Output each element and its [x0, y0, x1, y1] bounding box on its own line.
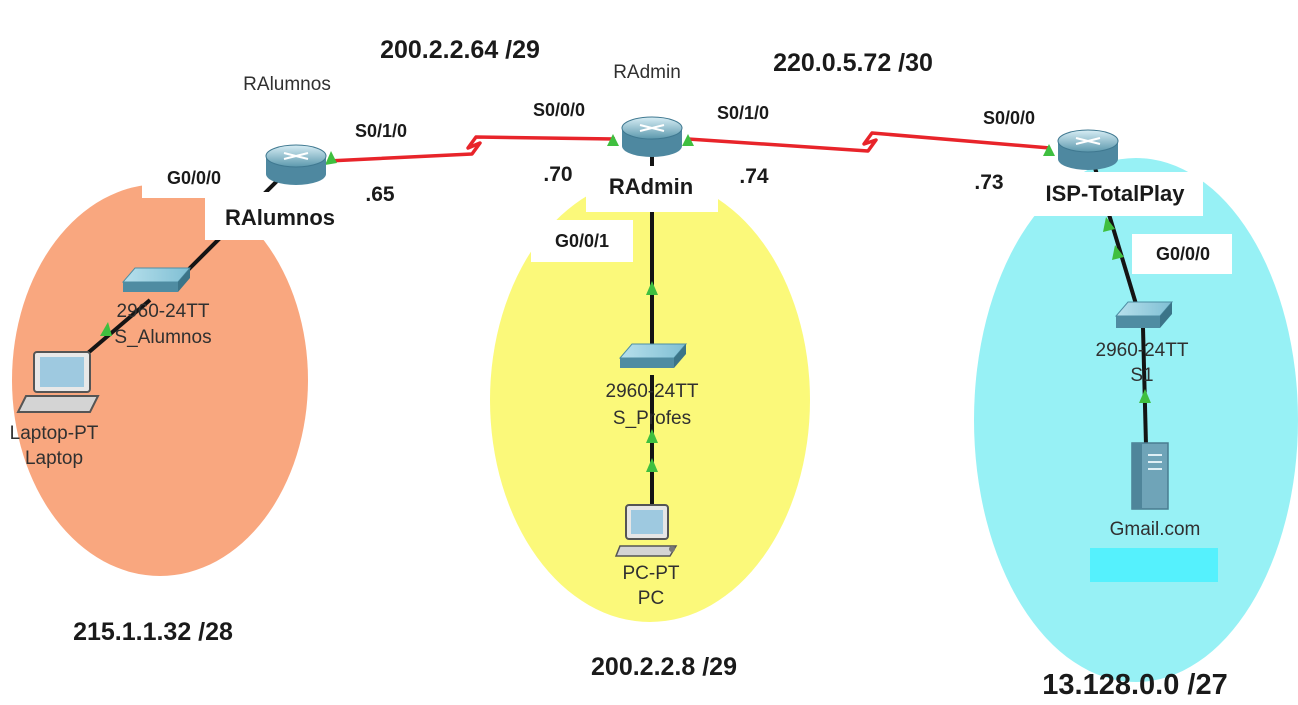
ralumnos-caption: RAlumnos [225, 205, 335, 230]
pc-device[interactable] [614, 504, 678, 557]
serial-link-radmin-isp[interactable] [687, 131, 1051, 153]
port-indicator [1139, 389, 1151, 403]
switch-icon [1114, 301, 1174, 328]
port-indicator [646, 429, 658, 443]
port-indicator [1103, 217, 1115, 232]
label-box [1132, 234, 1232, 274]
pc-name: PC [638, 588, 664, 609]
switch-s-alumnos[interactable] [121, 267, 192, 292]
s-profes-name: S_Profes [613, 408, 691, 429]
isp-ip: .73 [974, 171, 1003, 194]
server-device[interactable] [1131, 442, 1169, 510]
isp-g-port: G0/0/0 [1156, 244, 1210, 264]
label-box [142, 156, 242, 198]
switch-icon [618, 343, 688, 368]
port-indicator [325, 151, 337, 165]
isp-lan-network: 13.128.0.0 /27 [1042, 669, 1227, 701]
router-icon [621, 116, 683, 157]
router-icon [1057, 129, 1119, 170]
label-box [205, 192, 341, 240]
port-indicator [1043, 144, 1055, 156]
server-base-highlight [1090, 548, 1218, 582]
laptop-name: Laptop [25, 448, 83, 469]
laptop-model: Laptop-PT [10, 423, 99, 444]
s1-model: 2960-24TT [1096, 340, 1189, 361]
label-box [531, 220, 633, 262]
switch-icon [121, 267, 192, 292]
admin-lan-network: 200.2.2.8 /29 [591, 653, 737, 681]
radmin-g-port: G0/0/1 [555, 231, 609, 251]
serial-link-ralumnos-radmin[interactable] [327, 135, 616, 163]
router-ralumnos[interactable] [265, 144, 327, 185]
ralumnos-s-port: S0/1/0 [355, 121, 407, 141]
s-profes-model: 2960-24TT [606, 381, 699, 402]
port-indicator [682, 134, 694, 146]
zone-alumnos [12, 184, 308, 576]
laptop-icon [16, 351, 100, 413]
label-box [586, 166, 718, 212]
pc-icon [614, 504, 678, 557]
ralumnos-ip: .65 [365, 183, 395, 206]
port-indicator [646, 458, 658, 472]
wan-admin-isp-network: 220.0.5.72 /30 [773, 49, 933, 77]
radmin-caption: RAdmin [609, 174, 693, 199]
port-indicator [646, 281, 658, 295]
router-radmin[interactable] [621, 116, 683, 157]
router-icon [265, 144, 327, 185]
isp-caption: ISP-TotalPlay [1046, 181, 1186, 206]
label-box [1027, 172, 1203, 216]
server-icon [1131, 442, 1169, 510]
ralumnos-g-port: G0/0/0 [167, 168, 221, 188]
server-name: Gmail.com [1110, 519, 1201, 540]
radmin-pt-label: RAdmin [613, 62, 681, 83]
pc-model: PC-PT [623, 563, 680, 584]
ethernet-link-switch-server[interactable] [1141, 327, 1148, 446]
s-alumnos-model: 2960-24TT [117, 301, 210, 322]
radmin-s-port-right: S0/1/0 [717, 103, 769, 123]
port-indicator [607, 134, 619, 146]
radmin-s-port-left: S0/0/0 [533, 100, 585, 120]
isp-s-port: S0/0/0 [983, 108, 1035, 128]
switch-s1[interactable] [1114, 301, 1174, 328]
s1-name: S1 [1130, 365, 1153, 386]
radmin-ip-left: .70 [543, 163, 572, 186]
port-indicator [100, 322, 112, 336]
alumnos-lan-network: 215.1.1.32 /28 [73, 618, 233, 646]
wan-alumnos-admin-network: 200.2.2.64 /29 [380, 36, 540, 64]
router-isp-totalplay[interactable] [1057, 129, 1119, 170]
radmin-ip-right: .74 [739, 165, 769, 188]
switch-s-profes[interactable] [618, 343, 688, 368]
ralumnos-pt-label: RAlumnos [243, 74, 331, 95]
port-indicators [100, 134, 1151, 472]
laptop-device[interactable] [16, 351, 100, 413]
s-alumnos-name: S_Alumnos [114, 327, 211, 348]
port-indicator [1112, 245, 1124, 260]
